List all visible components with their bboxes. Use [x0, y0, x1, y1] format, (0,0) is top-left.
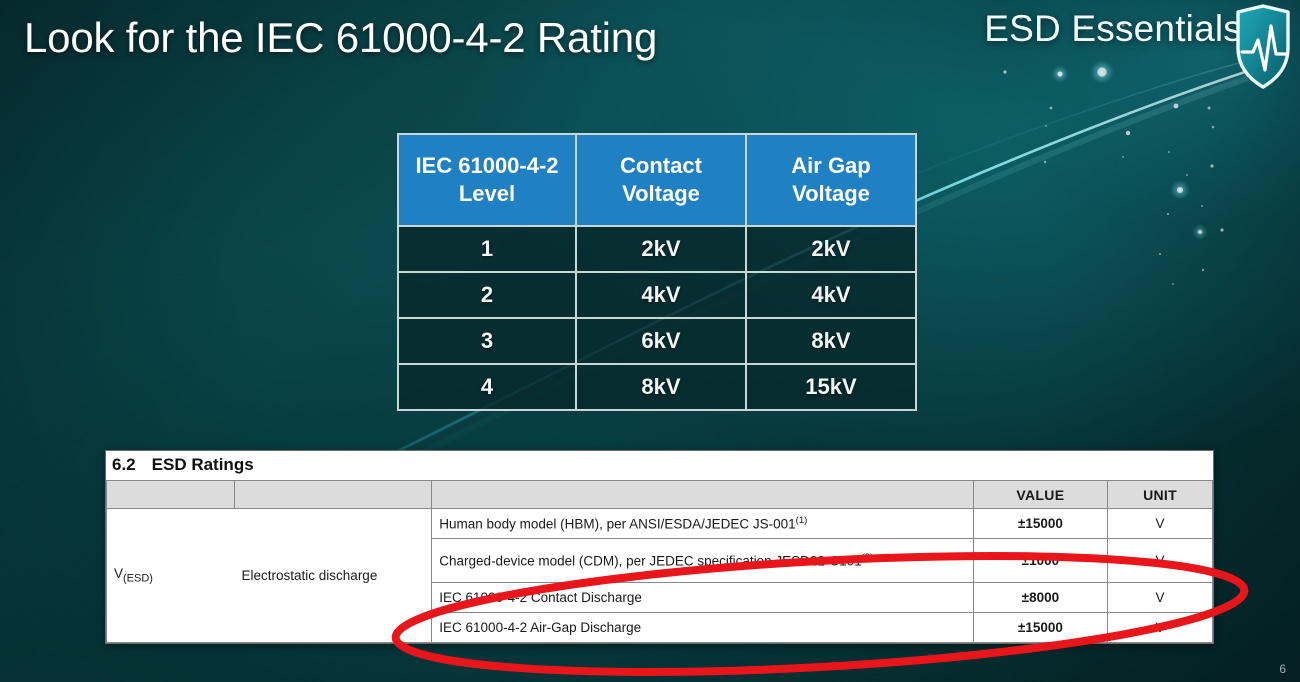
iec-cell-contact: 6kV [575, 317, 747, 365]
esd-ratings-table: VALUE UNIT V(ESD) Electrostatic discharg… [105, 480, 1213, 643]
iec-level-table: IEC 61000-4-2 Level Contact Voltage Air … [397, 133, 917, 411]
value-cell: ±15000 [972, 508, 1109, 539]
iec-cell-level: 1 [397, 225, 577, 273]
page-number: 6 [1279, 662, 1286, 676]
iec-table-header-row: IEC 61000-4-2 Level Contact Voltage Air … [397, 133, 917, 227]
datasheet-section-heading: 6.2 ESD Ratings [106, 451, 1213, 480]
unit-cell: V [1107, 508, 1213, 539]
value-cell: ±1000 [972, 538, 1109, 583]
table-row: 2 4kV 4kV [397, 271, 917, 319]
iec-cell-contact: 8kV [575, 363, 747, 411]
section-number: 6.2 [112, 455, 136, 474]
unit-cell: V [1107, 582, 1213, 613]
datasheet-header-blank-3 [431, 480, 974, 509]
datasheet-header-blank-1 [105, 480, 236, 509]
value-cell: ±8000 [972, 582, 1109, 613]
iec-header-level: IEC 61000-4-2 Level [397, 133, 577, 227]
table-row: 3 6kV 8kV [397, 317, 917, 365]
table-row: 4 8kV 15kV [397, 363, 917, 411]
iec-cell-airgap: 2kV [745, 225, 917, 273]
condition-cell: IEC 61000-4-2 Contact Discharge [431, 582, 974, 613]
condition-cell: Charged-device model (CDM), per JEDEC sp… [431, 538, 974, 583]
section-title: ESD Ratings [151, 455, 254, 474]
iec-cell-level: 2 [397, 271, 577, 319]
iec-header-contact-voltage: Contact Voltage [575, 133, 747, 227]
iec-cell-contact: 2kV [575, 225, 747, 273]
table-row: 1 2kV 2kV [397, 225, 917, 273]
iec-cell-airgap: 15kV [745, 363, 917, 411]
datasheet-header-blank-2 [234, 480, 433, 509]
shield-pulse-icon [1236, 4, 1290, 89]
unit-cell: V [1107, 612, 1213, 643]
condition-cell: IEC 61000-4-2 Air-Gap Discharge [431, 612, 974, 643]
iec-cell-level: 4 [397, 363, 577, 411]
iec-header-air-gap-voltage: Air Gap Voltage [745, 133, 917, 227]
iec-cell-level: 3 [397, 317, 577, 365]
parameter-cell: Electrostatic discharge [234, 508, 433, 643]
datasheet-excerpt: 6.2 ESD Ratings VALUE UNIT V(ESD) [105, 450, 1214, 644]
unit-cell: V [1107, 538, 1213, 583]
datasheet-header-unit: UNIT [1107, 480, 1213, 509]
condition-cell: Human body model (HBM), per ANSI/ESDA/JE… [431, 508, 974, 539]
iec-cell-airgap: 4kV [745, 271, 917, 319]
value-cell: ±15000 [972, 612, 1109, 643]
iec-cell-contact: 4kV [575, 271, 747, 319]
symbol-cell: V(ESD) [105, 508, 235, 643]
page-title: Look for the IEC 61000-4-2 Rating [24, 14, 658, 61]
brand-title: ESD Essentials [984, 8, 1242, 49]
brand-lockup: ESD Essentials [984, 4, 1290, 89]
datasheet-header-row: VALUE UNIT [105, 480, 1213, 509]
table-row: V(ESD) Electrostatic discharge Human bod… [105, 508, 1213, 643]
datasheet-header-value: VALUE [972, 480, 1109, 509]
iec-cell-airgap: 8kV [745, 317, 917, 365]
